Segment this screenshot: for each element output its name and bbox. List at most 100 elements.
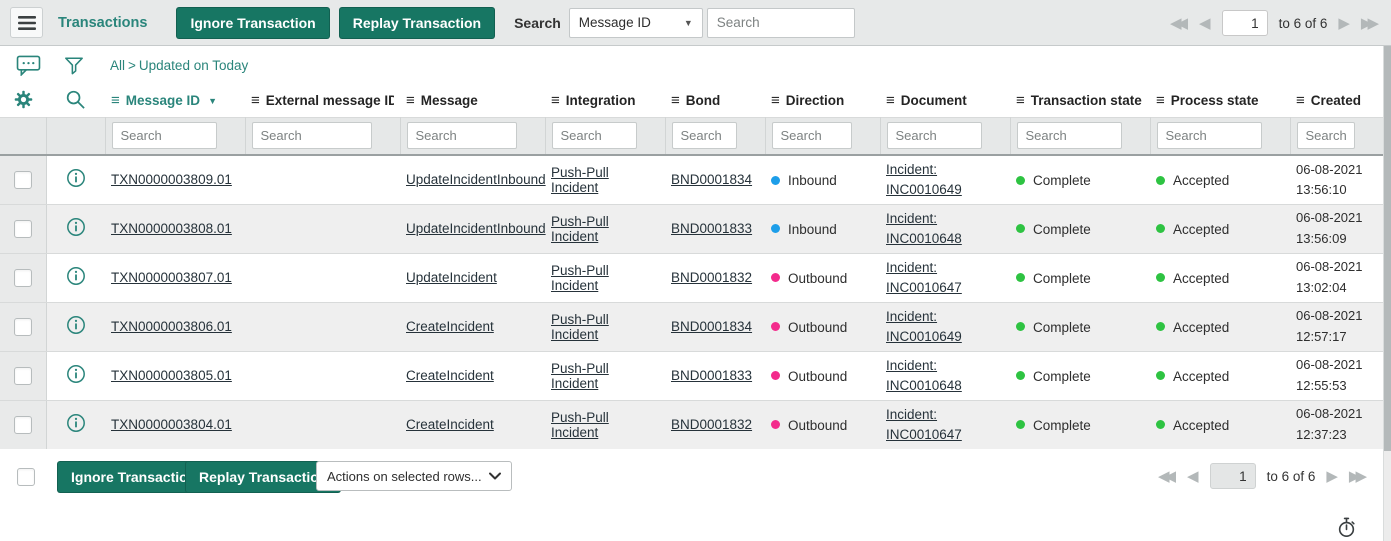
select-all-checkbox[interactable] <box>17 468 35 486</box>
row-checkbox[interactable] <box>13 415 32 434</box>
column-header-message[interactable]: ≡ Message <box>400 85 545 117</box>
vertical-scrollbar[interactable] <box>1383 46 1391 541</box>
row-checkbox[interactable] <box>13 170 32 189</box>
filter-input-external-message-id[interactable] <box>251 122 372 150</box>
filter-input-message[interactable] <box>406 122 517 150</box>
ignore-transaction-button[interactable]: Ignore Transaction <box>176 6 330 39</box>
integration-link[interactable]: Push-Pull Incident <box>551 311 609 342</box>
row-checkbox[interactable] <box>13 366 32 385</box>
integration-link[interactable]: Push-Pull Incident <box>551 262 609 293</box>
row-checkbox[interactable] <box>13 219 32 238</box>
next-page-button-bottom[interactable]: ▶ <box>1326 467 1338 485</box>
integration-link[interactable]: Push-Pull Incident <box>551 409 609 440</box>
column-menu-icon[interactable]: ≡ <box>771 93 780 109</box>
bond-link[interactable]: BND0001833 <box>671 368 753 383</box>
column-menu-icon[interactable]: ≡ <box>1156 93 1165 109</box>
row-checkbox[interactable] <box>13 268 32 287</box>
filter-input-direction[interactable] <box>771 122 852 150</box>
next-page-button[interactable]: ▶ <box>1338 14 1350 32</box>
info-icon[interactable] <box>66 315 86 335</box>
scrollbar-thumb[interactable] <box>1384 46 1391 451</box>
column-header-process-state[interactable]: ≡ Process state <box>1150 85 1290 117</box>
message-id-link[interactable]: TXN0000003807.01 <box>111 270 232 285</box>
document-link[interactable]: Incident: INC0010648 <box>886 357 962 393</box>
column-header-transaction-state[interactable]: ≡ Transaction state <box>1010 85 1150 117</box>
first-page-button-bottom[interactable]: ◀◀ <box>1157 467 1176 485</box>
search-icon[interactable] <box>65 89 86 110</box>
replay-transaction-button[interactable]: Replay Transaction <box>338 6 496 39</box>
filter-input-integration[interactable] <box>551 122 637 150</box>
message-link[interactable]: CreateIncident <box>406 417 494 432</box>
message-id-link[interactable]: TXN0000003806.01 <box>111 319 232 334</box>
column-header-document[interactable]: ≡ Document <box>880 85 1010 117</box>
ignore-transaction-button-bottom[interactable]: Ignore Transaction <box>57 461 211 493</box>
search-field-select[interactable]: Message ID ▼ <box>568 7 703 38</box>
column-header-external-message-id[interactable]: ≡ External message ID <box>245 85 400 117</box>
actions-on-selected-rows-select[interactable]: Actions on selected rows... <box>316 461 512 491</box>
gear-icon[interactable] <box>13 89 34 110</box>
response-time-stopwatch-icon[interactable] <box>1337 517 1356 541</box>
filter-input-transaction-state[interactable] <box>1016 122 1122 150</box>
filter-input-process-state[interactable] <box>1156 122 1262 150</box>
last-page-button-bottom[interactable]: ▶▶ <box>1348 467 1367 485</box>
message-link[interactable]: UpdateIncidentInbound <box>406 221 546 236</box>
breadcrumb-filter-link[interactable]: Updated on Today <box>138 58 249 73</box>
column-menu-icon[interactable]: ≡ <box>671 93 680 109</box>
message-id-link[interactable]: TXN0000003808.01 <box>111 221 232 236</box>
column-menu-icon[interactable]: ≡ <box>551 93 560 109</box>
last-page-button[interactable]: ▶▶ <box>1360 14 1379 32</box>
info-icon[interactable] <box>66 413 86 433</box>
message-link[interactable]: UpdateIncidentInbound <box>406 172 546 188</box>
first-page-button[interactable]: ◀◀ <box>1169 14 1188 32</box>
column-menu-icon[interactable]: ≡ <box>406 93 415 109</box>
filter-funnel-icon[interactable] <box>64 55 84 76</box>
integration-link[interactable]: Push-Pull Incident <box>551 164 609 195</box>
column-menu-icon[interactable]: ≡ <box>111 93 120 109</box>
document-link[interactable]: Incident: INC0010648 <box>886 210 962 246</box>
column-header-bond[interactable]: ≡ Bond <box>665 85 765 117</box>
column-header-message-id[interactable]: ≡ Message ID ▼ <box>105 85 245 117</box>
comments-icon[interactable] <box>16 55 41 76</box>
column-menu-icon[interactable]: ≡ <box>886 93 895 109</box>
replay-transaction-button-bottom[interactable]: Replay Transaction <box>185 461 342 493</box>
document-link[interactable]: Incident: INC0010647 <box>886 406 962 442</box>
bond-link[interactable]: BND0001832 <box>671 417 753 432</box>
previous-page-button-bottom[interactable]: ◀ <box>1187 467 1199 485</box>
message-link[interactable]: CreateIncident <box>406 368 494 383</box>
column-header-integration[interactable]: ≡ Integration <box>545 85 665 117</box>
page-number-input[interactable] <box>1221 10 1268 36</box>
column-menu-icon[interactable]: ≡ <box>1296 93 1305 109</box>
message-id-link[interactable]: TXN0000003809.01 <box>111 172 232 188</box>
column-header-direction[interactable]: ≡ Direction <box>765 85 880 117</box>
document-link[interactable]: Incident: INC0010649 <box>886 308 962 344</box>
column-menu-icon[interactable]: ≡ <box>251 93 260 109</box>
previous-page-button[interactable]: ◀ <box>1199 14 1211 32</box>
info-icon[interactable] <box>66 168 86 188</box>
page-title[interactable]: Transactions <box>58 14 148 31</box>
bond-link[interactable]: BND0001834 <box>671 172 753 188</box>
document-link[interactable]: Incident: INC0010649 <box>886 162 962 197</box>
column-header-created[interactable]: ≡ Created <box>1290 85 1383 117</box>
header-search-input[interactable] <box>706 7 855 38</box>
message-link[interactable]: CreateIncident <box>406 319 494 334</box>
integration-link[interactable]: Push-Pull Incident <box>551 213 609 244</box>
info-icon[interactable] <box>66 364 86 384</box>
message-id-link[interactable]: TXN0000003805.01 <box>111 368 232 383</box>
integration-link[interactable]: Push-Pull Incident <box>551 360 609 391</box>
message-id-link[interactable]: TXN0000003804.01 <box>111 417 232 432</box>
bond-link[interactable]: BND0001832 <box>671 270 753 285</box>
filter-input-created[interactable] <box>1296 122 1355 150</box>
bond-link[interactable]: BND0001834 <box>671 319 753 334</box>
filter-input-document[interactable] <box>886 122 982 150</box>
info-icon[interactable] <box>66 266 86 286</box>
page-number-input-bottom[interactable] <box>1209 463 1256 489</box>
document-link[interactable]: Incident: INC0010647 <box>886 259 962 295</box>
column-menu-icon[interactable]: ≡ <box>1016 93 1025 109</box>
filter-input-bond[interactable] <box>671 122 737 150</box>
breadcrumb-all-link[interactable]: All <box>110 58 126 73</box>
message-link[interactable]: UpdateIncident <box>406 270 497 285</box>
row-checkbox[interactable] <box>13 317 32 336</box>
context-menu-button[interactable] <box>10 7 43 38</box>
info-icon[interactable] <box>66 217 86 237</box>
bond-link[interactable]: BND0001833 <box>671 221 753 236</box>
